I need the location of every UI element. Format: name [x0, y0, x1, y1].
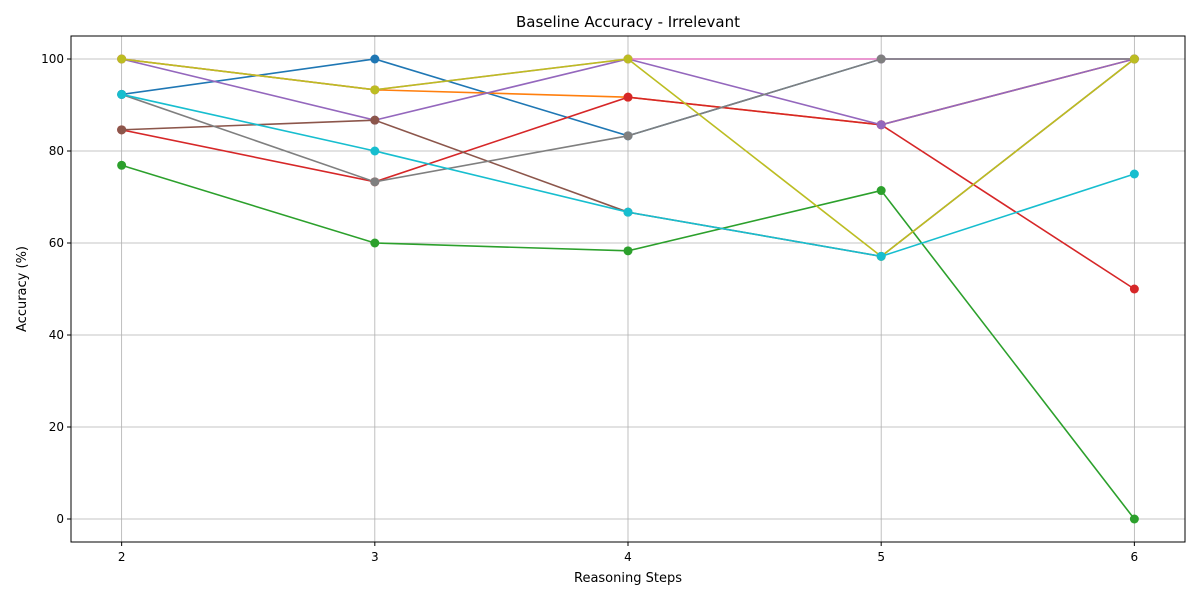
x-tick-label: 4: [624, 550, 632, 564]
x-axis-label: Reasoning Steps: [574, 571, 682, 586]
y-axis: 0 20 40 60 80 100: [41, 52, 71, 526]
data-point: [623, 207, 633, 217]
chart-title: Baseline Accuracy - Irrelevant: [516, 13, 740, 31]
data-point: [370, 85, 380, 95]
data-point: [623, 131, 633, 141]
data-point: [623, 92, 633, 102]
x-tick-label: 2: [118, 550, 126, 564]
data-point: [876, 54, 886, 64]
data-point: [1129, 169, 1139, 179]
data-point: [117, 89, 127, 99]
data-point: [876, 186, 886, 196]
data-point: [1129, 514, 1139, 524]
series-10: [117, 89, 1139, 261]
data-point: [370, 238, 380, 248]
x-tick-label: 5: [877, 550, 885, 564]
y-tick-label: 100: [41, 52, 64, 66]
x-axis: 2 3 4 5 6: [118, 542, 1138, 564]
data-point: [876, 251, 886, 261]
data-point: [623, 246, 633, 256]
data-point: [370, 177, 380, 187]
data-point: [370, 146, 380, 156]
data-point: [117, 160, 127, 170]
x-tick-label: 3: [371, 550, 379, 564]
y-axis-label: Accuracy (%): [15, 246, 30, 332]
series-3: [117, 160, 1139, 524]
data-point: [370, 54, 380, 64]
data-point: [1129, 284, 1139, 294]
data-point: [876, 120, 886, 130]
data-point: [370, 115, 380, 125]
data-point: [117, 125, 127, 135]
data-point: [623, 54, 633, 64]
y-tick-label: 40: [49, 328, 64, 342]
data-point: [117, 54, 127, 64]
y-tick-label: 0: [56, 512, 64, 526]
y-tick-label: 60: [49, 236, 64, 250]
data-point: [1129, 54, 1139, 64]
x-tick-label: 6: [1131, 550, 1139, 564]
y-tick-label: 20: [49, 420, 64, 434]
series-group: [117, 54, 1139, 524]
y-tick-label: 80: [49, 144, 64, 158]
